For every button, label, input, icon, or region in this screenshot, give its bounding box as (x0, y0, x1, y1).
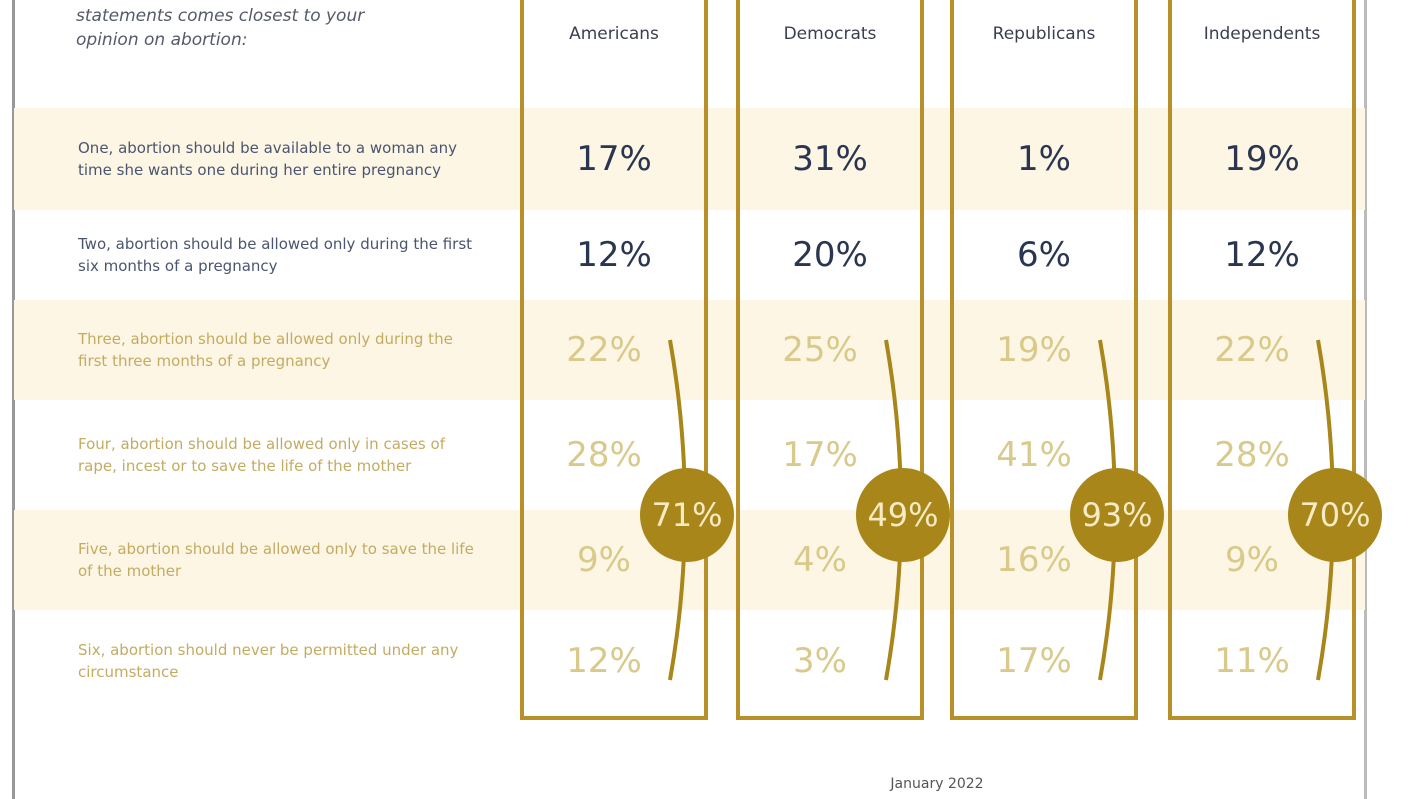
cell-value: 22% (1214, 330, 1290, 370)
cell-value: 28% (1214, 435, 1290, 475)
cell-value: 17% (996, 641, 1072, 681)
row-label: One, abortion should be available to a w… (78, 139, 457, 179)
cell-value: 41% (996, 435, 1072, 475)
row-label: Six, abortion should never be permitted … (78, 641, 459, 681)
right-border (1364, 0, 1367, 799)
row-label: Two, abortion should be allowed only dur… (78, 235, 473, 275)
cell-value: 3% (793, 641, 847, 681)
cell-value: 16% (996, 540, 1072, 580)
cell-value: 9% (1225, 540, 1279, 580)
column-header: Independents (1203, 24, 1321, 44)
total-circle: 49% (856, 468, 950, 562)
cell-value: 6% (1017, 235, 1071, 275)
cell-value: 12% (576, 235, 652, 275)
row-stripe (14, 300, 1365, 400)
question: statements comes closest to your opinion… (76, 4, 476, 52)
row-label: Three, abortion should be allowed only d… (78, 330, 453, 370)
total-circle: 93% (1070, 468, 1164, 562)
cell-value: 19% (1224, 139, 1300, 179)
cell-value: 12% (566, 641, 642, 681)
cell-value: 28% (566, 435, 642, 475)
column-header: Democrats (783, 24, 877, 44)
question-line: statements comes closest to your (76, 6, 365, 26)
row-label: Four, abortion should be allowed only in… (78, 435, 445, 475)
left-border (12, 0, 15, 799)
column-header: Republicans (992, 24, 1096, 44)
row-stripe (14, 108, 1365, 210)
column-frame (950, 0, 1138, 720)
total-circle: 70% (1288, 468, 1382, 562)
cell-value: 12% (1224, 235, 1300, 275)
cell-value: 19% (996, 330, 1072, 370)
row-label: Five, abortion should be allowed only to… (78, 540, 474, 580)
column-frame (520, 0, 708, 720)
cell-value: 20% (792, 235, 868, 275)
column-header: Americans (569, 24, 659, 44)
column-frame (736, 0, 924, 720)
cell-value: 22% (566, 330, 642, 370)
column-frame (1168, 0, 1356, 720)
cell-value: 9% (577, 540, 631, 580)
question-line: opinion on abortion: (76, 30, 248, 50)
cell-value: 17% (576, 139, 652, 179)
cell-value: 31% (792, 139, 868, 179)
cell-value: 25% (782, 330, 858, 370)
cell-value: 4% (793, 540, 847, 580)
cell-value: 17% (782, 435, 858, 475)
footer: January 2022 (890, 776, 984, 792)
total-circle: 71% (640, 468, 734, 562)
cell-value: 11% (1214, 641, 1290, 681)
cell-value: 1% (1017, 139, 1071, 179)
